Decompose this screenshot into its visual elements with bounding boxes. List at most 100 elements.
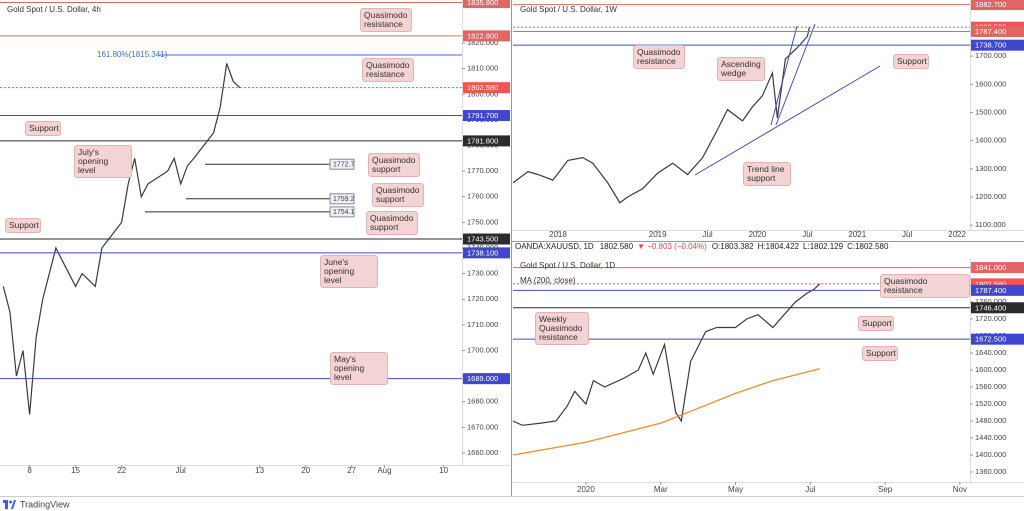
- y-tick-label: 1300.000: [975, 164, 1006, 173]
- y-tick-label: 1100.000: [975, 220, 1006, 229]
- x-tick-label: 2020: [749, 230, 767, 239]
- y-tick-label: 1360.000: [975, 467, 1006, 476]
- trend-line: [694, 65, 881, 176]
- price-tag: [971, 333, 1024, 345]
- annotation: July's opening level: [74, 145, 132, 178]
- header-text: 1803.382: [720, 242, 754, 251]
- annotation: Quasimodo support: [366, 211, 418, 235]
- annotation: June's opening level: [320, 255, 378, 288]
- chart-title: Gold Spot / U.S. Dollar, 4h: [7, 5, 101, 14]
- price-tag-label: 1689.000: [467, 374, 498, 383]
- plot: [2, 63, 241, 415]
- header-text: OANDA:XAUUSD, 1D: [515, 242, 594, 251]
- annotation: Ascending wedge: [717, 57, 765, 81]
- x-tick-label: Jul: [802, 230, 812, 239]
- x-tick-label: Jul: [176, 466, 186, 475]
- annotation: Quasimodo support: [368, 153, 420, 177]
- chart-title: Gold Spot / U.S. Dollar, 1D: [520, 261, 615, 270]
- price-tag: [971, 39, 1024, 51]
- header-text: 1802.580: [855, 242, 889, 251]
- annotation: Support: [858, 316, 894, 331]
- marked-level-label: 1772.7: [333, 162, 355, 169]
- price-tag-label: 1822.800: [467, 31, 498, 40]
- price-tag: [463, 247, 510, 259]
- price-tag: [971, 262, 1024, 274]
- brand: TradingView: [20, 499, 70, 509]
- header-text: H:: [758, 242, 766, 251]
- y-tick-label: 1810.000: [467, 64, 498, 73]
- y-tick-label: 1600.000: [975, 79, 1006, 88]
- marked-level-box: [329, 193, 355, 205]
- y-tick-label: 1680.000: [467, 397, 498, 406]
- x-tick-label: 22: [117, 466, 126, 475]
- plot: [513, 283, 821, 456]
- legend-entry: MA (200, close): [520, 276, 576, 285]
- price-tag-label: 1743.500: [467, 235, 498, 244]
- price-tag: [971, 25, 1024, 37]
- y-tick-label: 1700.000: [467, 345, 498, 354]
- annotation: Quasimodo resistance: [633, 45, 685, 69]
- price-tag-label: 1672.500: [975, 335, 1006, 344]
- price-tag-label: 1882.700: [975, 0, 1006, 9]
- price-tag-label: 1802.580: [467, 83, 498, 92]
- price-tag: [971, 278, 1024, 290]
- annotation: Support: [893, 54, 929, 69]
- price-tag-label: 1802.580: [975, 279, 1006, 288]
- price-tag-label: 1738.100: [467, 248, 498, 257]
- header-text: L:: [803, 242, 810, 251]
- y-tick-label: 1560.000: [975, 382, 1006, 391]
- x-tick-label: Jul: [702, 230, 712, 239]
- x-tick-label: May: [728, 485, 743, 494]
- price-tag: [463, 135, 510, 147]
- price-tag-label: 1781.800: [467, 136, 498, 145]
- y-tick-label: 1500.000: [975, 107, 1006, 116]
- y-tick-label: 1200.000: [975, 192, 1006, 201]
- price-line: [513, 283, 821, 426]
- marked-level-label: 1754.1: [333, 209, 355, 216]
- header-text: 1802.129: [810, 242, 844, 251]
- y-tick-label: 1760.000: [975, 297, 1006, 306]
- x-tick-label: 8: [27, 466, 32, 475]
- annotation: Weekly Quasimodo resistance: [535, 312, 589, 345]
- x-tick-label: 10: [439, 466, 448, 475]
- price-line: [513, 27, 810, 204]
- y-tick-label: 1720.000: [467, 294, 498, 303]
- marked-level-label: 1759.2: [333, 196, 355, 203]
- y-tick-label: 1640.000: [975, 348, 1006, 357]
- price-tag-label: 1835.800: [467, 0, 498, 7]
- y-tick-label: 1400.000: [975, 136, 1006, 145]
- price-tag-label: 1787.400: [975, 27, 1006, 36]
- annotation: Quasimodo resistance: [880, 274, 970, 298]
- x-tick-label: 15: [71, 466, 80, 475]
- y-tick-label: 1700.000: [975, 51, 1006, 60]
- annotation: Support: [5, 218, 41, 233]
- marked-level-box: [329, 206, 355, 218]
- header-text: ▼ −0.803 (−0.04%): [637, 242, 707, 251]
- annotation: Trend line support: [743, 162, 791, 186]
- x-tick-label: Jul: [805, 485, 815, 494]
- annotation: Support: [862, 346, 898, 361]
- y-tick-label: 1400.000: [975, 450, 1006, 459]
- y-tick-label: 1770.000: [467, 166, 498, 175]
- x-tick-label: Nov: [953, 485, 967, 494]
- y-tick-label: 1660.000: [467, 448, 498, 457]
- price-tag-label: 1746.400: [975, 303, 1006, 312]
- annotation: Support: [25, 121, 61, 136]
- y-tick-label: 1730.000: [467, 269, 498, 278]
- price-line: [2, 63, 241, 415]
- price-tag: [463, 82, 510, 94]
- x-tick-label: Aug: [377, 466, 391, 475]
- y-tick-label: 1760.000: [467, 192, 498, 201]
- price-tag-label: 1791.700: [467, 111, 498, 120]
- y-tick-label: 1440.000: [975, 433, 1006, 442]
- wedge-line: [775, 23, 816, 126]
- x-tick-label: Mar: [654, 485, 668, 494]
- x-tick-label: 2022: [948, 230, 966, 239]
- marked-level-box: [329, 158, 355, 170]
- chart-title: Gold Spot / U.S. Dollar, 1W: [520, 5, 617, 14]
- price-tag: [463, 110, 510, 122]
- fib-label: 161.80%(1815.341): [97, 50, 168, 59]
- y-tick-label: 1750.000: [467, 217, 498, 226]
- price-tag: [463, 373, 510, 385]
